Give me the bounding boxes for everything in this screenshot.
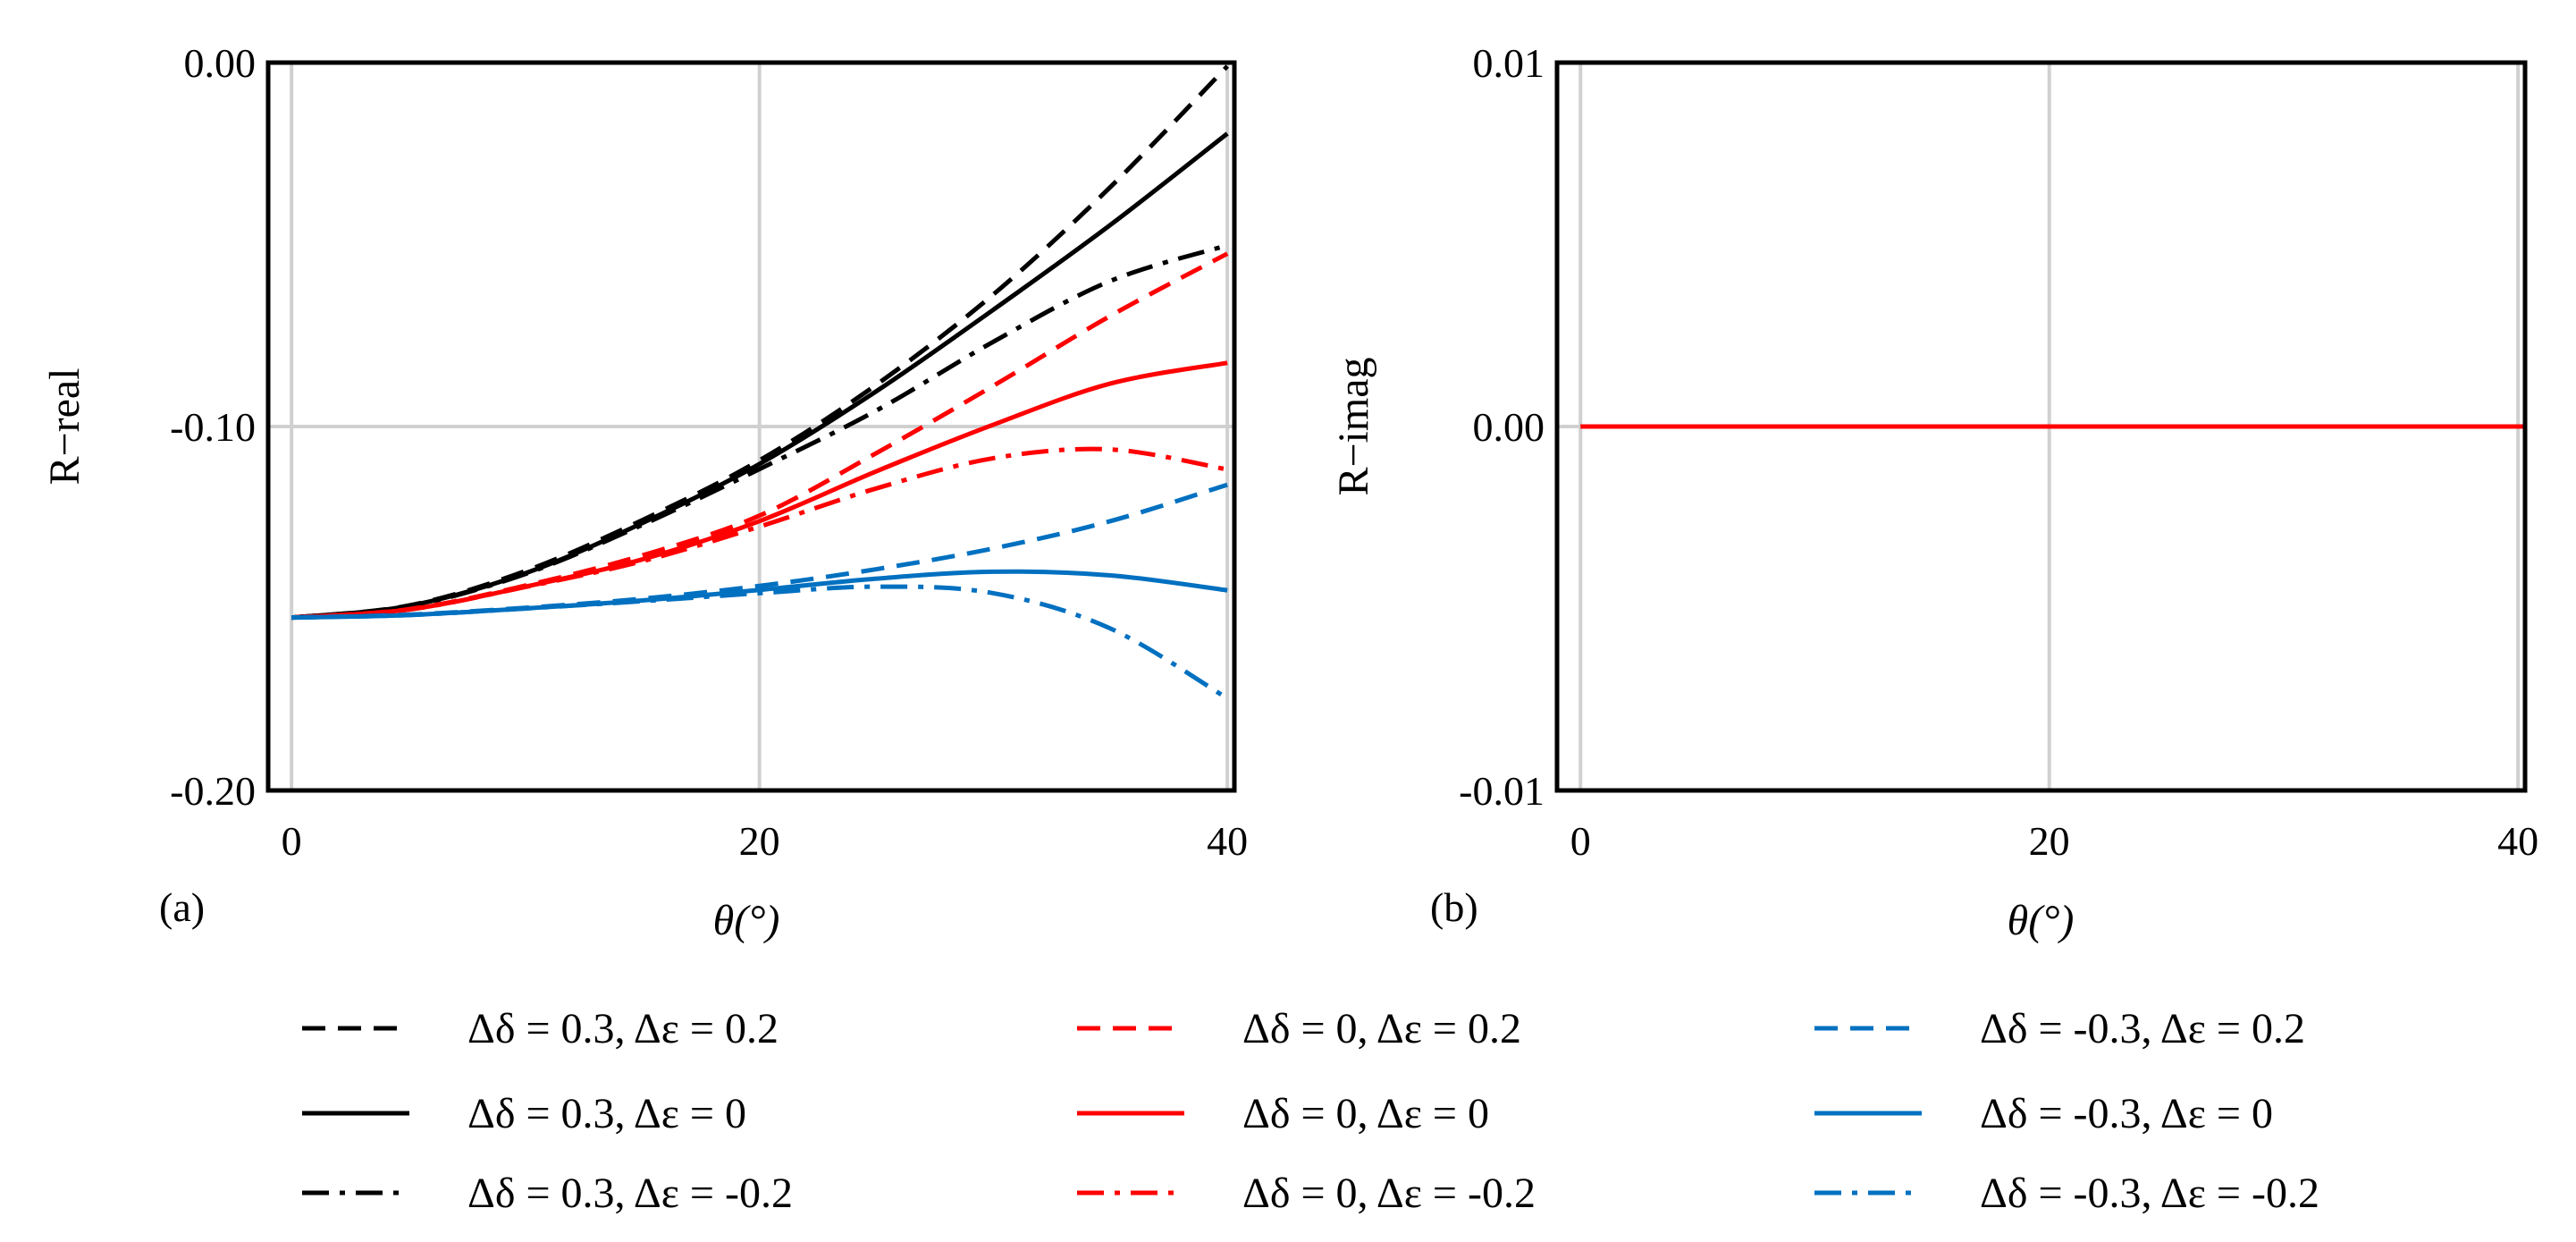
legend-item: Δδ = 0, Δε = 0	[1077, 1090, 1489, 1137]
panel-b-frame	[1554, 60, 2528, 793]
legend-item: Δδ = 0.3, Δε = 0	[302, 1090, 746, 1137]
y-tick-label: -0.01	[1459, 768, 1545, 814]
panel-b-label: (b)	[1430, 884, 1478, 930]
series-line-5	[291, 360, 1228, 621]
x-tick-label: 40	[2497, 818, 2538, 864]
panel-b-xlabel: θ(°)	[2008, 897, 2075, 944]
legend-item: Δδ = 0, Δε = -0.2	[1077, 1170, 1536, 1217]
panel-a-chart: 0 20 40 0.00 -0.10 -0.20 R−real θ(°) (a)	[41, 40, 1248, 944]
y-tick-label: -0.10	[170, 404, 256, 450]
panel-a-frame	[265, 60, 1237, 793]
legend-item: Δδ = 0, Δε = 0.2	[1077, 1005, 1521, 1052]
panel-a-series	[290, 64, 1229, 701]
legend-item: Δδ = 0.3, Δε = 0.2	[302, 1005, 779, 1052]
y-tick-label: 0.00	[184, 40, 257, 86]
legend-item: Δδ = 0.3, Δε = -0.2	[302, 1170, 793, 1217]
legend-label: Δδ = 0, Δε = -0.2	[1242, 1170, 1536, 1217]
panel-b-chart: 0 20 40 0.01 0.00 -0.01 R−imag θ(°) (b)	[1330, 40, 2538, 944]
panel-a-ylabel: R−real	[41, 368, 88, 485]
panel-a-xlabel: θ(°)	[713, 897, 780, 944]
x-tick-label: 0	[1570, 818, 1591, 864]
legend-item: Δδ = -0.3, Δε = 0	[1814, 1090, 2273, 1137]
panel-a-ticks: 0 20 40 0.00 -0.10 -0.20	[170, 40, 1248, 864]
series-line-8	[291, 569, 1228, 621]
panel-b-ticks: 0 20 40 0.01 0.00 -0.01	[1459, 40, 2538, 864]
legend: Δδ = 0.3, Δε = 0.2 Δδ = 0, Δε = 0.2 Δδ = -…	[302, 1005, 2319, 1217]
legend-item: Δδ = -0.3, Δε = -0.2	[1814, 1170, 2319, 1217]
legend-label: Δδ = 0, Δε = 0	[1242, 1090, 1489, 1137]
series-line-9	[291, 584, 1229, 701]
legend-label: Δδ = 0.3, Δε = 0	[467, 1090, 746, 1137]
series-line-3	[290, 242, 1228, 621]
y-tick-label: 0.01	[1473, 40, 1545, 86]
legend-label: Δδ = -0.3, Δε = 0.2	[1980, 1005, 2305, 1052]
x-tick-label: 40	[1207, 818, 1248, 864]
legend-label: Δδ = 0.3, Δε = 0.2	[467, 1005, 779, 1052]
x-tick-label: 20	[2029, 818, 2070, 864]
legend-label: Δδ = 0.3, Δε = -0.2	[467, 1170, 793, 1217]
legend-label: Δδ = -0.3, Δε = -0.2	[1980, 1170, 2319, 1217]
y-tick-label: 0.00	[1473, 404, 1545, 450]
panel-b-ylabel: R−imag	[1330, 357, 1377, 495]
x-tick-label: 20	[739, 818, 780, 864]
panel-a-label: (a)	[159, 884, 205, 930]
legend-label: Δδ = 0, Δε = 0.2	[1242, 1005, 1521, 1052]
legend-item: Δδ = -0.3, Δε = 0.2	[1814, 1005, 2305, 1052]
y-tick-label: -0.20	[170, 768, 256, 814]
x-tick-label: 0	[282, 818, 302, 864]
legend-label: Δδ = -0.3, Δε = 0	[1980, 1090, 2273, 1137]
panel-a-grid	[268, 63, 1234, 790]
